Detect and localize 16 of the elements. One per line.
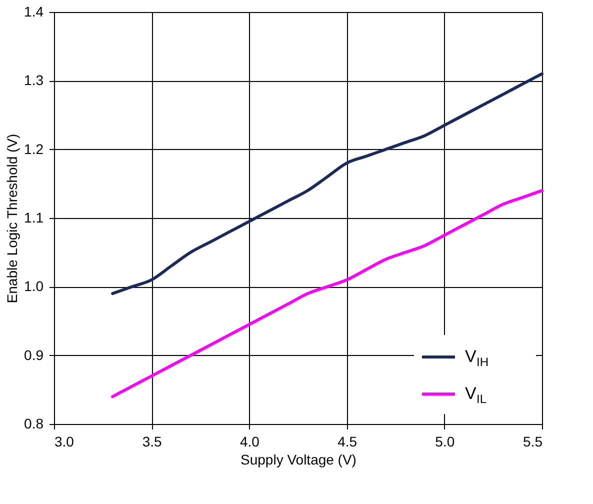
y-tick-label: 0.8 [24, 416, 44, 432]
x-tick-label: 5.0 [435, 434, 455, 450]
x-tick-label: 4.0 [240, 434, 260, 450]
x-tick-label: 3.5 [142, 434, 162, 450]
x-axis-title: Supply Voltage (V) [240, 452, 356, 468]
y-tick-label: 1.2 [24, 140, 44, 157]
x-tick-label: 5.5 [523, 434, 543, 450]
x-tick-label: 3.0 [54, 434, 74, 450]
y-tick-label: 1.4 [24, 4, 44, 20]
y-tick-label: 1.0 [24, 278, 44, 294]
y-tick-label: 0.9 [24, 346, 44, 363]
y-axis-title: Enable Logic Threshold (V) [4, 134, 20, 304]
line-series [111, 72, 544, 296]
y-tick-label: 1.1 [24, 210, 44, 226]
y-tick-label: 1.3 [24, 72, 44, 88]
x-tick-label: 4.5 [338, 434, 358, 450]
